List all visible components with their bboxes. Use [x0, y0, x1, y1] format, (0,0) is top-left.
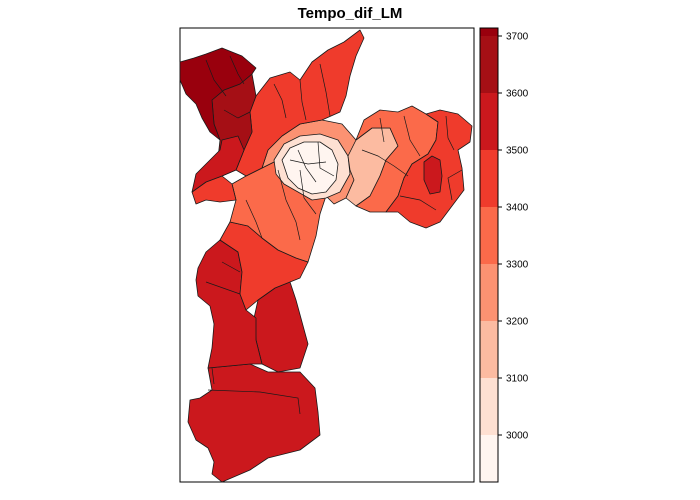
- legend-swatch: [480, 28, 498, 36]
- legend-tick-label: 3600: [506, 89, 529, 100]
- map-title: Tempo_dif_LM: [298, 5, 403, 22]
- legend-tick-label: 3700: [506, 32, 529, 43]
- legend-tick-label: 3200: [506, 317, 529, 328]
- legend-swatch: [480, 264, 498, 321]
- legend-tick-label: 3100: [506, 374, 529, 385]
- legend-swatch: [480, 378, 498, 435]
- districts-layer: [179, 29, 473, 483]
- legend-tick-label: 3300: [506, 260, 529, 271]
- region-northwest-arm: [191, 135, 245, 193]
- legend-frame: [479, 27, 499, 483]
- legend-swatch: [480, 321, 498, 378]
- legend-swatch: [480, 207, 498, 264]
- region-south: [187, 363, 321, 483]
- legend: 3000 3100 3200 3300 3400 3500 3600 3700: [479, 27, 529, 483]
- legend-tick-label: 3000: [506, 431, 529, 442]
- legend-swatch: [480, 36, 498, 93]
- region-east-spot: [423, 155, 443, 195]
- legend-swatch: [480, 435, 498, 482]
- legend-swatch: [480, 93, 498, 150]
- legend-swatch: [480, 150, 498, 207]
- map-frame: [179, 27, 475, 483]
- region-center: [281, 141, 339, 195]
- legend-tick-label: 3500: [506, 146, 529, 157]
- legend-tick-label: 3400: [506, 203, 529, 214]
